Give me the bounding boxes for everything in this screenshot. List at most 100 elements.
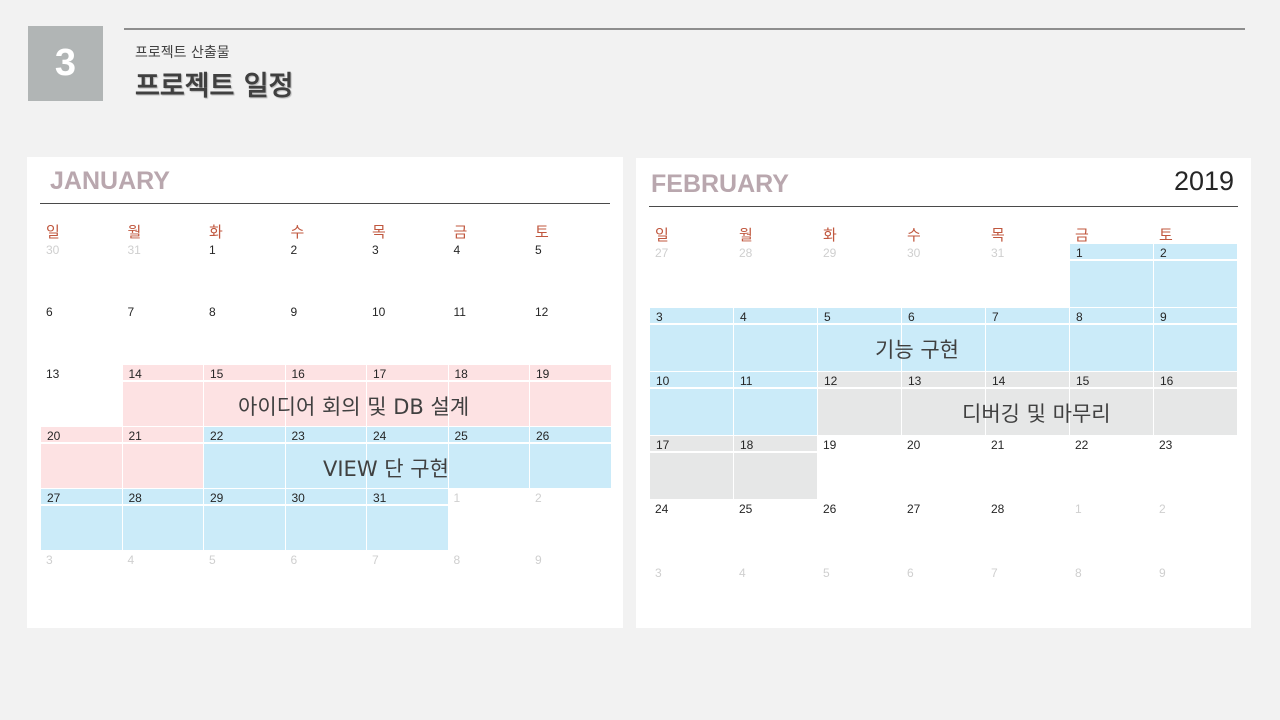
calendar-day-cell: 9 xyxy=(529,551,611,612)
weekday-label: 수 xyxy=(290,223,305,241)
day-number: 7 xyxy=(991,566,998,580)
calendar-day-cell: 27 xyxy=(40,489,122,550)
day-number: 26 xyxy=(823,502,837,516)
day-number: 31 xyxy=(991,246,1005,260)
day-number: 9 xyxy=(290,305,298,319)
day-number: 12 xyxy=(824,374,838,388)
event-debug-finish: 디버깅 및 마무리 xyxy=(962,402,1111,426)
event-feature-implementation: 기능 구현 xyxy=(875,338,959,362)
day-number: 25 xyxy=(739,502,753,516)
day-number: 13 xyxy=(46,367,60,381)
page-title: 프로젝트 일정 xyxy=(135,71,294,102)
day-number: 9 xyxy=(535,553,542,567)
day-number: 26 xyxy=(536,429,550,443)
calendar-day-cell: 14 xyxy=(985,372,1069,435)
calendar-day-cell: 2 xyxy=(1153,500,1237,563)
day-number: 6 xyxy=(290,553,298,567)
calendar-day-cell: 7 xyxy=(985,308,1069,371)
day-number: 3 xyxy=(655,566,662,580)
day-number: 8 xyxy=(209,305,216,319)
day-number: 24 xyxy=(655,502,669,516)
calendar-day-cell: 11 xyxy=(448,303,530,364)
calendar-day-cell: 8 xyxy=(448,551,530,612)
event-view-implementation: VIEW 단 구현 xyxy=(323,457,449,481)
calendar-day-cell: 6 xyxy=(901,564,985,627)
day-number: 28 xyxy=(991,502,1005,516)
calendar-day-cell: 1 xyxy=(1069,500,1153,563)
calendar-day-cell: 15 xyxy=(1069,372,1153,435)
calendar-day-cell: 4 xyxy=(733,564,817,627)
day-number: 3 xyxy=(46,553,53,567)
calendar-day-cell: 15 xyxy=(203,365,285,426)
calendar-day-cell: 9 xyxy=(285,303,367,364)
day-number: 28 xyxy=(739,246,753,260)
calendar-day-cell: 8 xyxy=(203,303,285,364)
day-number: 30 xyxy=(907,246,921,260)
day-number: 6 xyxy=(908,310,915,324)
calendar-day-cell: 29 xyxy=(203,489,285,550)
calendar-day-cell: 28 xyxy=(985,500,1069,563)
calendar-day-cell: 1 xyxy=(203,241,285,302)
calendar-day-cell: 2 xyxy=(285,241,367,302)
calendar-day-cell: 19 xyxy=(817,436,901,499)
calendar-day-cell: 5 xyxy=(817,308,901,371)
weekday-label: 토 xyxy=(535,223,549,241)
calendar-day-cell: 26 xyxy=(817,500,901,563)
day-number: 10 xyxy=(372,305,386,319)
day-number: 4 xyxy=(739,566,746,580)
weekday-label: 수 xyxy=(907,226,921,244)
calendar-day-cell: 9 xyxy=(1153,308,1237,371)
day-number: 1 xyxy=(1075,502,1082,516)
day-number: 18 xyxy=(740,438,754,452)
day-number: 18 xyxy=(454,367,468,381)
calendar-day-cell: 30 xyxy=(40,241,122,302)
day-number: 31 xyxy=(373,491,387,505)
calendar-day-cell: 4 xyxy=(122,551,204,612)
day-number: 21 xyxy=(991,438,1005,452)
weekday-label: 화 xyxy=(209,223,223,241)
day-number: 2 xyxy=(535,491,542,505)
calendar-day-cell: 16 xyxy=(1153,372,1237,435)
calendar-day-cell: 24 xyxy=(649,500,733,563)
day-number: 27 xyxy=(907,502,921,516)
day-number: 16 xyxy=(291,367,305,381)
day-number: 31 xyxy=(127,243,141,257)
calendar-day-cell: 18 xyxy=(733,436,817,499)
calendar-day-cell: 22 xyxy=(1069,436,1153,499)
calendar-day-cell: 3 xyxy=(366,241,448,302)
day-number: 14 xyxy=(992,374,1006,388)
calendar-day-cell: 12 xyxy=(817,372,901,435)
day-number: 25 xyxy=(454,429,468,443)
day-number: 10 xyxy=(656,374,670,388)
calendar-day-cell: 23 xyxy=(284,427,366,488)
day-number: 21 xyxy=(128,429,142,443)
calendar-day-cell: 2 xyxy=(529,489,611,550)
calendar-day-cell: 23 xyxy=(1153,436,1237,499)
calendar-day-cell: 17 xyxy=(649,436,733,499)
day-number: 2 xyxy=(290,243,298,257)
calendar-day-cell: 20 xyxy=(901,436,985,499)
calendar-day-cell: 7 xyxy=(985,564,1069,627)
day-number: 8 xyxy=(1075,566,1082,580)
calendar-day-cell: 18 xyxy=(447,365,529,426)
day-number: 1 xyxy=(1076,246,1083,260)
calendar-day-cell: 2 xyxy=(1153,244,1237,307)
day-number: 27 xyxy=(47,491,61,505)
calendar-day-cell: 13 xyxy=(901,372,985,435)
day-number: 3 xyxy=(372,243,379,257)
calendar-day-cell: 6 xyxy=(285,551,367,612)
january-month-title: JANUARY xyxy=(50,167,170,195)
header-divider xyxy=(124,28,1245,30)
day-number: 23 xyxy=(291,429,305,443)
february-divider xyxy=(649,206,1238,207)
day-number: 9 xyxy=(1160,310,1167,324)
day-number: 19 xyxy=(536,367,550,381)
weekday-label: 일 xyxy=(46,223,60,241)
day-number: 7 xyxy=(372,553,379,567)
day-number: 9 xyxy=(1159,566,1166,580)
calendar-day-cell: 13 xyxy=(40,365,122,426)
day-number: 5 xyxy=(823,566,830,580)
calendar-day-cell: 17 xyxy=(366,365,448,426)
